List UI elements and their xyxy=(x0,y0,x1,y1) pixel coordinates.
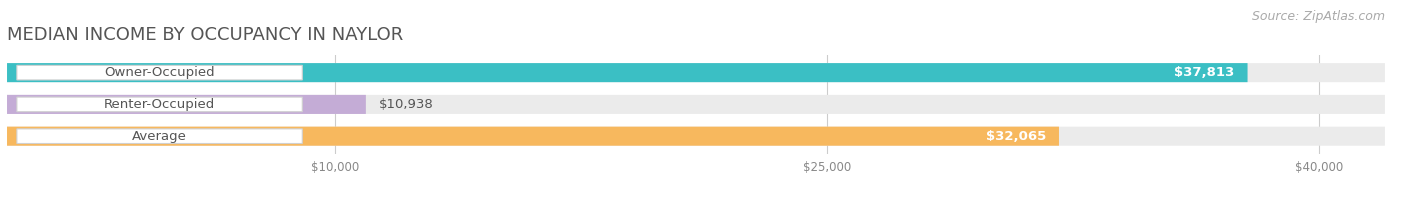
Text: Renter-Occupied: Renter-Occupied xyxy=(104,98,215,111)
FancyBboxPatch shape xyxy=(7,127,1385,146)
Text: Source: ZipAtlas.com: Source: ZipAtlas.com xyxy=(1251,10,1385,23)
FancyBboxPatch shape xyxy=(7,63,1385,82)
Text: $37,813: $37,813 xyxy=(1174,66,1234,79)
Text: Average: Average xyxy=(132,130,187,143)
FancyBboxPatch shape xyxy=(7,95,1385,114)
FancyBboxPatch shape xyxy=(17,65,302,80)
Text: MEDIAN INCOME BY OCCUPANCY IN NAYLOR: MEDIAN INCOME BY OCCUPANCY IN NAYLOR xyxy=(7,26,404,44)
Text: $32,065: $32,065 xyxy=(986,130,1046,143)
FancyBboxPatch shape xyxy=(7,95,366,114)
Text: Owner-Occupied: Owner-Occupied xyxy=(104,66,215,79)
FancyBboxPatch shape xyxy=(17,97,302,112)
FancyBboxPatch shape xyxy=(7,63,1247,82)
FancyBboxPatch shape xyxy=(17,129,302,143)
FancyBboxPatch shape xyxy=(7,127,1059,146)
Text: $10,938: $10,938 xyxy=(380,98,433,111)
